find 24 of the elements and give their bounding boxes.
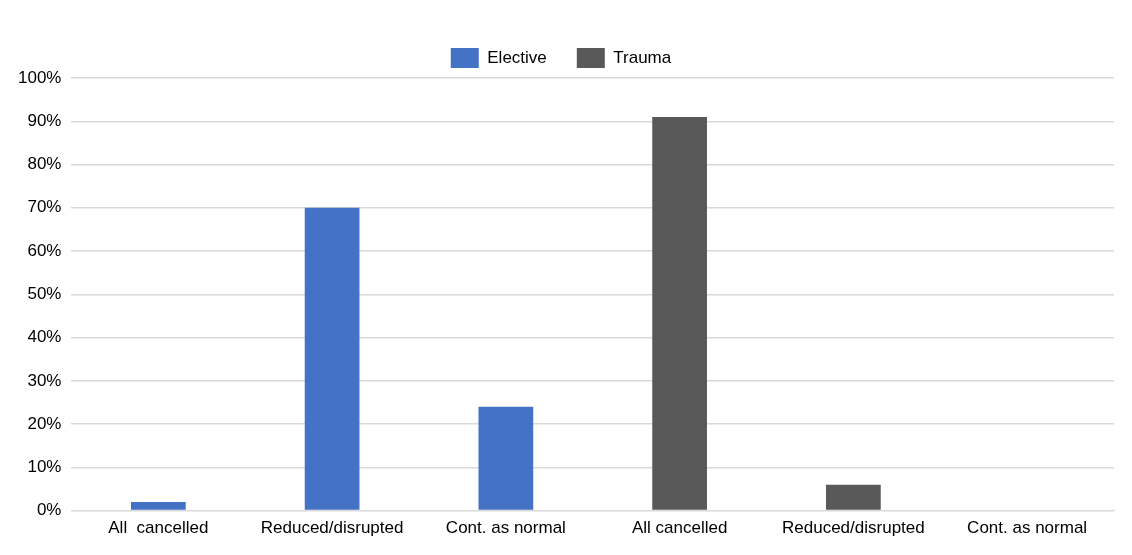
bar [478,406,534,510]
x-tick-label: Reduced/disrupted [260,518,404,538]
y-tick-label: 60% [27,240,62,260]
y-tick-label: 0% [36,500,62,520]
bar [826,484,881,510]
x-tick-label: Cont. as normal [445,518,566,538]
y-tick-label: 90% [27,110,62,130]
legend-label: Trauma [613,47,672,67]
legend-label: Elective [487,47,547,67]
y-tick-label: 40% [27,327,62,347]
y-tick-label: 50% [27,283,62,303]
y-tick-label: 30% [27,370,62,390]
y-tick-label: 20% [27,413,62,433]
bar [130,501,186,510]
y-tick-label: 10% [27,457,62,477]
y-tick-label: 70% [27,197,62,217]
bar [652,116,707,510]
bar [304,207,360,510]
y-tick-label: 100% [18,67,62,87]
x-tick-label: All cancelled [108,518,209,538]
x-tick-label: Reduced/disrupted [782,518,925,538]
x-tick-label: Cont. as normal [967,518,1088,538]
x-tick-label: All cancelled [631,518,728,538]
y-tick-label: 80% [27,154,62,174]
